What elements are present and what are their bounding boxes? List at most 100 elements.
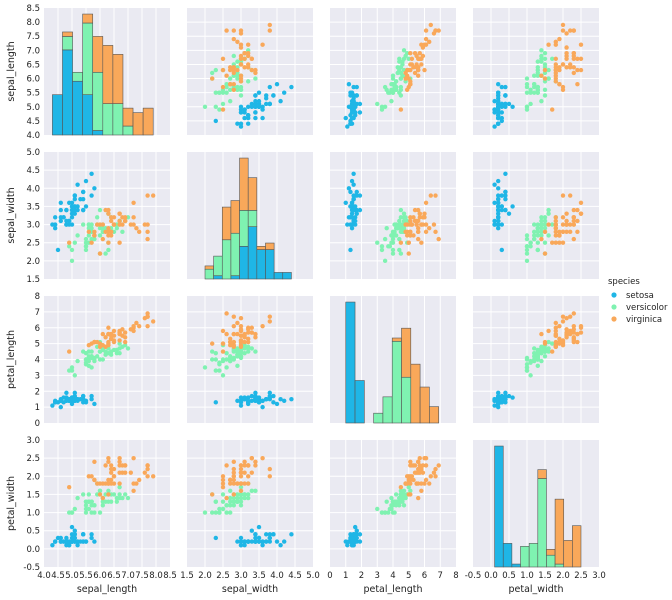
panel-background bbox=[187, 440, 313, 567]
scatter-point-virginica bbox=[117, 459, 122, 464]
scatter-point-virginica bbox=[417, 455, 422, 461]
scatter-point-versicolor bbox=[390, 236, 396, 242]
scatter-point-virginica bbox=[568, 28, 573, 33]
scatter-point-virginica bbox=[231, 339, 236, 345]
scatter-point-setosa bbox=[278, 396, 283, 402]
legend-title: species bbox=[608, 277, 640, 287]
scatter-point-versicolor bbox=[231, 355, 236, 361]
scatter-point-versicolor bbox=[210, 70, 215, 76]
scatter-point-versicolor bbox=[89, 365, 94, 370]
scatter-point-setosa bbox=[69, 215, 75, 220]
scatter-point-versicolor bbox=[238, 503, 244, 508]
scatter-point-virginica bbox=[95, 339, 100, 345]
scatter-point-virginica bbox=[550, 240, 555, 245]
scatter-point-virginica bbox=[553, 218, 558, 224]
scatter-point-virginica bbox=[231, 36, 236, 42]
scatter-point-virginica bbox=[267, 466, 272, 472]
scatter-point-versicolor bbox=[532, 236, 537, 242]
scatter-point-setosa bbox=[499, 118, 504, 124]
scatter-point-versicolor bbox=[546, 349, 551, 354]
scatter-point-versicolor bbox=[542, 62, 548, 67]
scatter-point-setosa bbox=[264, 96, 269, 101]
scatter-point-versicolor bbox=[390, 240, 396, 245]
scatter-point-versicolor bbox=[386, 510, 391, 515]
scatter-point-virginica bbox=[97, 344, 103, 349]
scatter-point-setosa bbox=[242, 539, 247, 544]
scatter-point-virginica bbox=[433, 474, 438, 479]
y-tick-label: -0.5 bbox=[23, 563, 40, 573]
scatter-point-setosa bbox=[260, 115, 265, 121]
scatter-point-virginica bbox=[231, 492, 236, 497]
scatter-point-versicolor bbox=[542, 87, 548, 93]
scatter-point-setosa bbox=[89, 396, 94, 402]
scatter-point-setosa bbox=[343, 539, 348, 544]
scatter-point-setosa bbox=[503, 84, 508, 90]
histogram-bar-versicolor bbox=[373, 412, 384, 424]
scatter-point-versicolor bbox=[390, 73, 396, 78]
histogram-bar-versicolor bbox=[122, 125, 134, 136]
panel-sepal_length-vs-sepal_length bbox=[44, 8, 170, 136]
scatter-point-versicolor bbox=[392, 510, 397, 515]
scatter-point-setosa bbox=[69, 204, 75, 209]
scatter-point-versicolor bbox=[220, 373, 226, 378]
scatter-point-setosa bbox=[349, 178, 355, 184]
scatter-point-virginica bbox=[117, 338, 122, 343]
scatter-point-versicolor bbox=[398, 492, 404, 497]
scatter-point-virginica bbox=[103, 207, 108, 213]
scatter-point-virginica bbox=[238, 333, 244, 338]
scatter-point-setosa bbox=[213, 118, 218, 124]
scatter-point-setosa bbox=[496, 390, 501, 396]
scatter-point-virginica bbox=[433, 229, 438, 235]
scatter-point-virginica bbox=[406, 251, 411, 256]
x-tick-label: 3.0 bbox=[592, 571, 606, 581]
scatter-point-setosa bbox=[72, 196, 78, 202]
scatter-point-setosa bbox=[72, 390, 78, 396]
histogram-bar-setosa bbox=[247, 226, 258, 280]
scatter-point-versicolor bbox=[75, 358, 80, 364]
scatter-point-setosa bbox=[349, 535, 355, 541]
scatter-point-setosa bbox=[492, 398, 497, 403]
scatter-point-virginica bbox=[249, 330, 254, 335]
histogram-bar-virginica bbox=[247, 177, 258, 211]
scatter-point-virginica bbox=[92, 229, 97, 235]
y-tick-label: 6.0 bbox=[26, 75, 40, 85]
scatter-point-versicolor bbox=[401, 226, 407, 231]
scatter-point-versicolor bbox=[69, 365, 75, 370]
scatter-point-virginica bbox=[433, 193, 438, 198]
scatter-point-virginica bbox=[228, 343, 233, 348]
scatter-point-versicolor bbox=[100, 357, 106, 362]
scatter-point-setosa bbox=[346, 82, 352, 87]
scatter-point-setosa bbox=[72, 395, 78, 400]
scatter-point-versicolor bbox=[86, 233, 92, 238]
scatter-point-versicolor bbox=[382, 84, 388, 90]
scatter-point-virginica bbox=[412, 50, 418, 56]
histogram-bar-versicolor bbox=[82, 22, 94, 95]
scatter-point-virginica bbox=[553, 320, 558, 326]
scatter-point-virginica bbox=[242, 339, 247, 345]
scatter-point-versicolor bbox=[235, 346, 240, 351]
scatter-point-versicolor bbox=[397, 495, 402, 501]
scatter-point-virginica bbox=[416, 495, 421, 501]
scatter-point-virginica bbox=[117, 240, 122, 245]
y-tick-label: 2 bbox=[35, 387, 40, 397]
scatter-point-versicolor bbox=[542, 218, 548, 224]
scatter-point-virginica bbox=[428, 474, 433, 479]
scatter-point-setosa bbox=[351, 96, 356, 101]
histogram-bar-versicolor bbox=[62, 36, 73, 51]
histogram-bar-versicolor bbox=[221, 239, 232, 280]
scatter-point-virginica bbox=[542, 67, 548, 73]
scatter-point-virginica bbox=[578, 56, 584, 61]
scatter-point-virginica bbox=[224, 463, 229, 468]
scatter-point-versicolor bbox=[83, 503, 89, 508]
x-tick-label: 2 bbox=[359, 571, 364, 581]
scatter-point-versicolor bbox=[83, 357, 89, 362]
scatter-point-virginica bbox=[571, 236, 576, 242]
scatter-point-virginica bbox=[242, 481, 247, 486]
scatter-point-virginica bbox=[571, 65, 576, 70]
scatter-point-virginica bbox=[403, 481, 408, 486]
histogram-bar-virginica bbox=[391, 337, 402, 342]
x-tick-label: 4.0 bbox=[37, 571, 51, 581]
scatter-point-virginica bbox=[131, 488, 136, 493]
panel-petal_width-vs-sepal_length bbox=[44, 440, 170, 567]
scatter-point-versicolor bbox=[217, 510, 222, 515]
